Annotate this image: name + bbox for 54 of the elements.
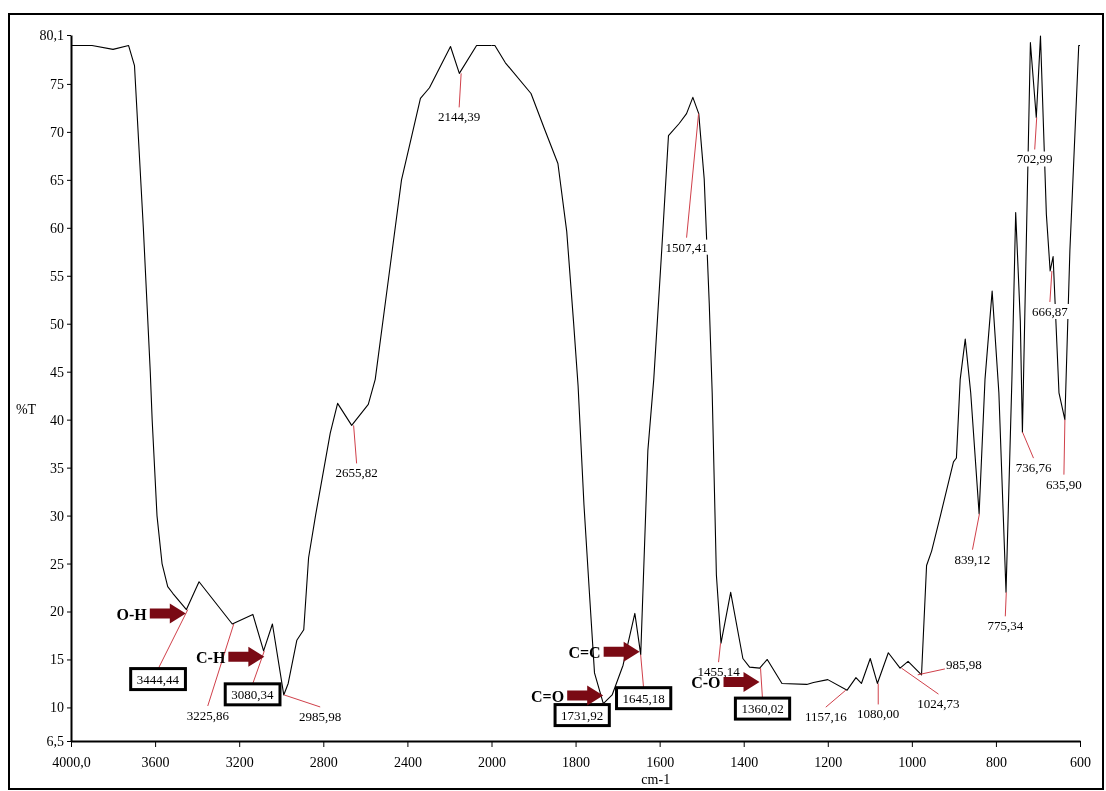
x-tick-label: 4000,0 bbox=[52, 754, 91, 770]
x-tick-label: 1200 bbox=[814, 754, 843, 770]
annotation: 1507,41 bbox=[665, 239, 708, 255]
annotation: 3080,34 bbox=[231, 686, 274, 702]
y-tick-label: 45 bbox=[50, 364, 64, 380]
y-tick-label: 35 bbox=[50, 460, 64, 476]
y-tick-label: 65 bbox=[50, 172, 64, 188]
y-axis-title: %T bbox=[15, 402, 37, 417]
x-axis-title: cm-1 bbox=[641, 772, 671, 787]
annotation: O-H bbox=[116, 605, 148, 623]
annotation: 702,99 bbox=[1016, 151, 1053, 167]
x-tick-label: 1800 bbox=[562, 754, 591, 770]
y-tick-label: 20 bbox=[50, 604, 64, 620]
y-tick-label: 6,5 bbox=[46, 733, 64, 749]
y-tick-label: 25 bbox=[50, 556, 64, 572]
x-tick-label: 2400 bbox=[393, 754, 422, 770]
annotation: C-H bbox=[196, 648, 226, 666]
annotation: 1731,92 bbox=[561, 707, 604, 723]
annotation: 775,34 bbox=[987, 618, 1024, 634]
x-tick-label: 1000 bbox=[898, 754, 927, 770]
y-tick-label: 40 bbox=[50, 412, 64, 428]
x-tick-label: 600 bbox=[1070, 754, 1091, 770]
x-tick-label: 3200 bbox=[225, 754, 254, 770]
x-tick-label: 1400 bbox=[730, 754, 759, 770]
annotation: 666,87 bbox=[1032, 303, 1069, 319]
annotation: 1645,18 bbox=[622, 690, 665, 706]
annotation: 2985,98 bbox=[299, 708, 342, 724]
y-tick-label: 60 bbox=[50, 220, 64, 236]
x-tick-label: 800 bbox=[985, 754, 1007, 770]
annotation: 635,90 bbox=[1046, 476, 1082, 492]
annotation: 736,76 bbox=[1015, 460, 1052, 476]
annotation: C=O bbox=[531, 687, 565, 705]
y-tick-label: 15 bbox=[50, 652, 64, 668]
x-tick-label: 2800 bbox=[309, 754, 338, 770]
annotation: 985,98 bbox=[945, 656, 982, 672]
y-tick-label: 50 bbox=[50, 316, 64, 332]
y-tick-label: 10 bbox=[50, 700, 64, 716]
annotation: 1024,73 bbox=[917, 696, 960, 712]
annotation: 2144,39 bbox=[438, 109, 481, 125]
annotation: 1360,02 bbox=[741, 701, 784, 717]
y-tick-label: 55 bbox=[50, 268, 64, 284]
annotation: 839,12 bbox=[954, 551, 991, 567]
y-tick-label: 70 bbox=[50, 124, 64, 140]
x-tick-label: 3600 bbox=[141, 754, 170, 770]
x-tick-label: 1600 bbox=[646, 754, 675, 770]
annotation: 3225,86 bbox=[186, 707, 230, 723]
y-tick-label: 80,1 bbox=[39, 27, 64, 43]
annotation: 3444,44 bbox=[136, 671, 180, 687]
x-tick-label: 2000 bbox=[478, 754, 506, 770]
y-tick-label: 75 bbox=[50, 76, 64, 92]
annotation: 1080,00 bbox=[857, 706, 900, 722]
annotation: 1157,16 bbox=[804, 709, 848, 725]
y-tick-label: 30 bbox=[50, 508, 64, 524]
annotation: 2655,82 bbox=[335, 465, 378, 481]
